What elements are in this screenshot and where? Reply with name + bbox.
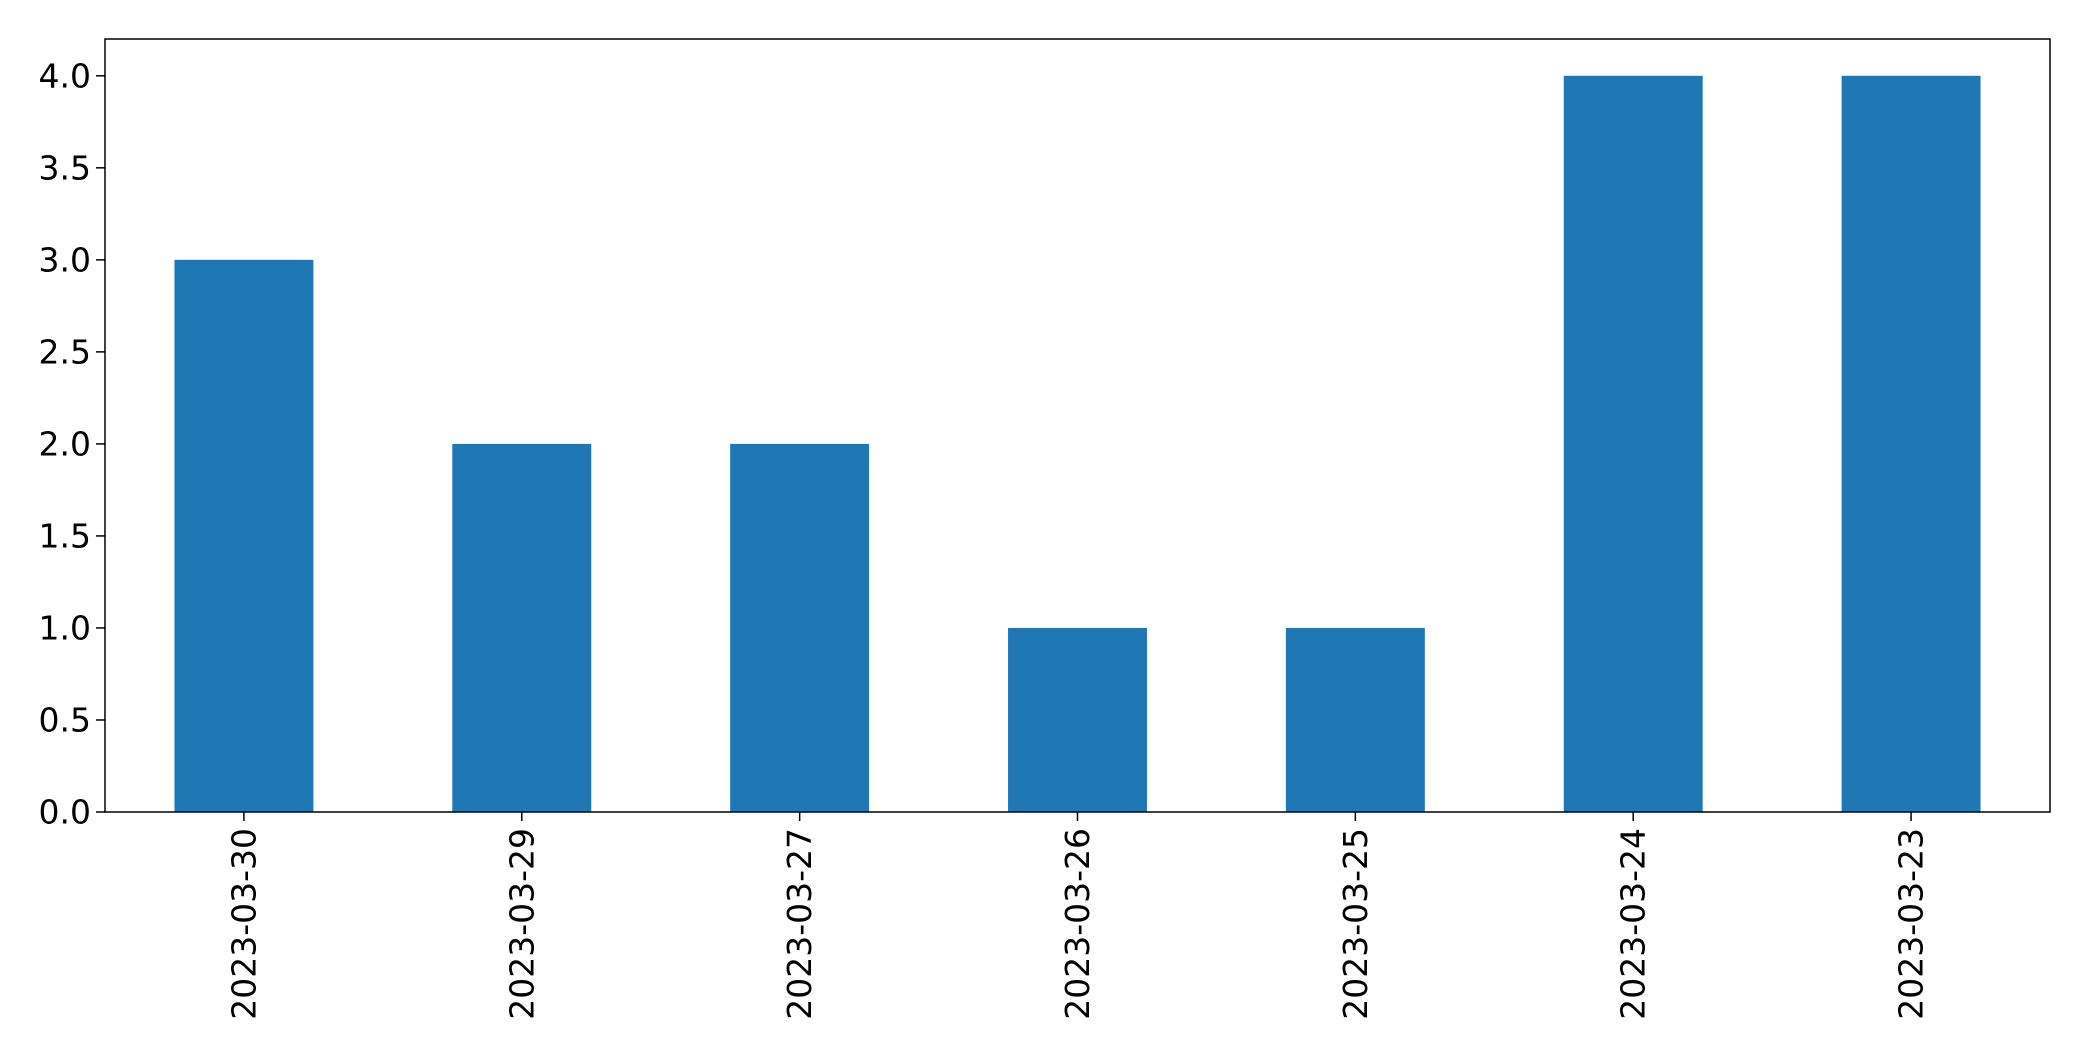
bar-2023-03-30 xyxy=(174,259,314,812)
y-tick-label: 3.5 xyxy=(39,148,91,187)
x-tick-label: 2023-03-29 xyxy=(502,828,541,1020)
y-tick-label: 1.5 xyxy=(39,516,91,555)
x-tick-label: 2023-03-26 xyxy=(1058,828,1097,1020)
y-tick-label: 2.5 xyxy=(39,332,91,371)
x-tick-label: 2023-03-25 xyxy=(1336,828,1375,1020)
bar-2023-03-25 xyxy=(1285,627,1425,812)
plot-frame xyxy=(104,38,2051,813)
y-axis: 0.0 0.5 1.0 1.5 2.0 2.5 3.0 3.5 4.0 xyxy=(39,56,105,832)
y-tick-label: 2.0 xyxy=(39,424,91,463)
y-tick-label: 3.0 xyxy=(39,240,91,279)
bar-2023-03-29 xyxy=(452,443,592,812)
bar-2023-03-27 xyxy=(730,443,870,812)
y-tick-label: 0.0 xyxy=(39,793,91,832)
x-tick-label: 2023-03-27 xyxy=(780,828,819,1020)
bars-group xyxy=(174,75,1981,813)
y-tick-label: 4.0 xyxy=(39,56,91,95)
bar-2023-03-26 xyxy=(1008,627,1147,812)
bar-2023-03-24 xyxy=(1563,75,1703,813)
y-tick-label: 0.5 xyxy=(39,700,91,739)
x-axis: 2023-03-30 2023-03-29 2023-03-27 2023-03-26… xyxy=(224,812,1931,1020)
x-tick-label: 2023-03-24 xyxy=(1614,828,1653,1020)
x-tick-label: 2023-03-30 xyxy=(224,828,263,1020)
x-tick-label: 2023-03-23 xyxy=(1892,828,1931,1020)
y-tick-label: 1.0 xyxy=(39,608,91,647)
bar-2023-03-23 xyxy=(1841,75,1981,813)
